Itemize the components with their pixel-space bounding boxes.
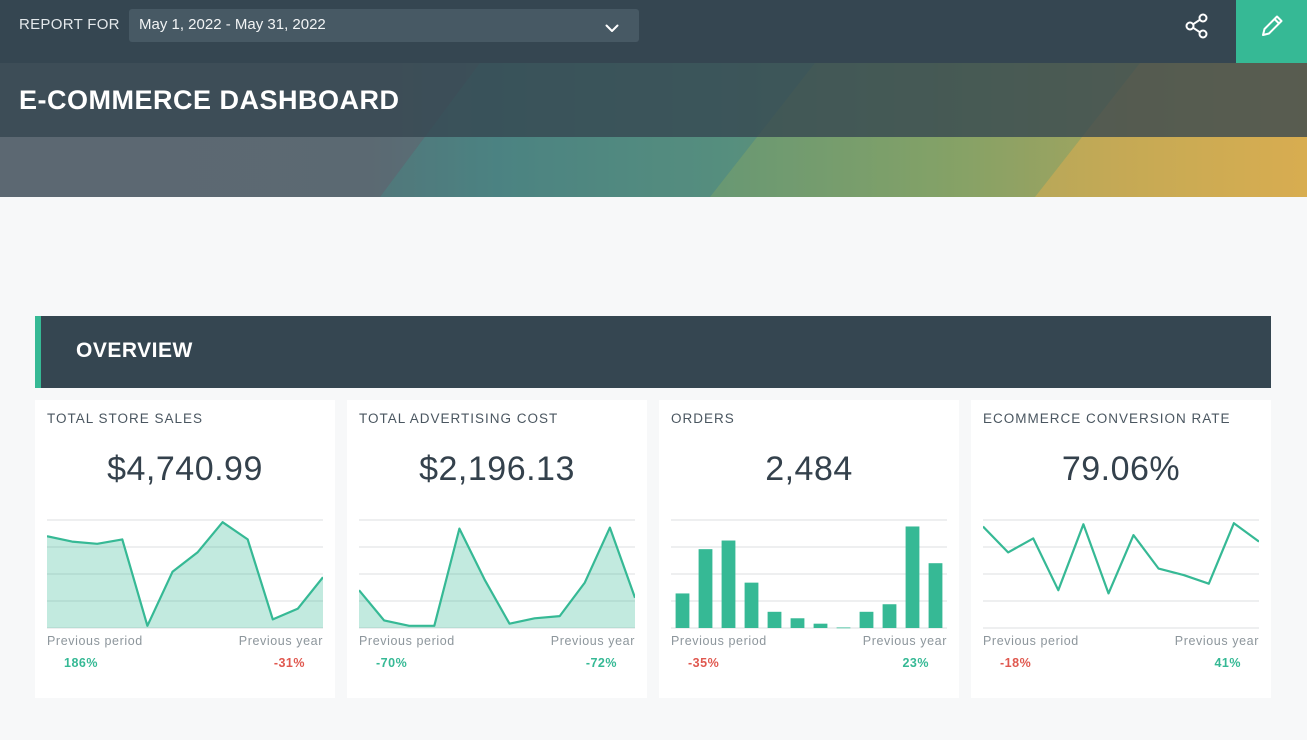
chevron-down-icon	[605, 20, 619, 37]
previous-period-label: Previous period	[359, 634, 455, 648]
bar	[790, 618, 805, 628]
previous-year-value: 23%	[902, 656, 929, 670]
previous-year-label: Previous year	[238, 634, 323, 648]
card-value: 2,484	[765, 450, 853, 488]
top-bar: REPORT FOR May 1, 2022 - May 31, 2022	[0, 0, 1307, 63]
previous-year-value: -72%	[585, 656, 617, 670]
series-line	[359, 526, 635, 627]
card-value: 79.06%	[1061, 450, 1181, 488]
bar	[813, 623, 828, 628]
edit-button[interactable]	[1236, 0, 1307, 63]
card-orders: ORDERS 2,484 Previous period Previous ye…	[659, 400, 959, 698]
card-value: $2,196.13	[419, 450, 575, 488]
advertising-cost-chart	[359, 519, 635, 629]
area-fill	[359, 527, 635, 628]
previous-period-label: Previous period	[983, 634, 1079, 648]
conversion-rate-chart	[983, 519, 1259, 629]
previous-period-value: -18%	[1000, 656, 1032, 670]
area-fill	[47, 522, 323, 628]
series-line	[47, 521, 323, 627]
card-total-store-sales: TOTAL STORE SALES $4,740.99 Previous per…	[35, 400, 335, 698]
bar	[859, 611, 874, 628]
bar	[928, 563, 943, 628]
card-value: $4,740.99	[107, 450, 263, 488]
previous-period-label: Previous period	[671, 634, 767, 648]
bar	[767, 611, 782, 628]
card-title: ECOMMERCE CONVERSION RATE	[983, 411, 1231, 426]
store-sales-chart	[47, 519, 323, 629]
previous-period-value: -35%	[688, 656, 720, 670]
card-title: TOTAL ADVERTISING COST	[359, 411, 559, 426]
date-range-value: May 1, 2022 - May 31, 2022	[139, 16, 326, 33]
share-icon	[1183, 13, 1211, 44]
previous-year-value: -31%	[273, 656, 305, 670]
previous-period-value: -70%	[376, 656, 408, 670]
bar	[744, 582, 759, 628]
card-total-advertising-cost: TOTAL ADVERTISING COST $2,196.13 Previou…	[347, 400, 647, 698]
series-line	[983, 522, 1259, 595]
page-title: E-COMMERCE DASHBOARD	[19, 85, 400, 115]
date-range-select[interactable]: May 1, 2022 - May 31, 2022	[129, 9, 639, 42]
previous-period-value: 186%	[64, 656, 98, 670]
previous-year-label: Previous year	[550, 634, 635, 648]
hero-title-band	[0, 63, 1307, 137]
card-ecommerce-conversion-rate: ECOMMERCE CONVERSION RATE 79.06% Previou…	[971, 400, 1271, 698]
report-for-label: REPORT FOR	[19, 16, 120, 33]
section-header-overview: OVERVIEW	[35, 316, 1271, 388]
hero-banner: E-COMMERCE DASHBOARD	[0, 63, 1307, 197]
bar	[905, 526, 920, 628]
bar	[698, 549, 713, 628]
section-title: OVERVIEW	[76, 339, 193, 362]
orders-chart	[671, 519, 947, 629]
previous-year-label: Previous year	[862, 634, 947, 648]
card-title: TOTAL STORE SALES	[47, 411, 204, 426]
bar	[675, 593, 690, 628]
bar	[836, 627, 851, 629]
previous-year-value: 41%	[1214, 656, 1241, 670]
share-button[interactable]	[1183, 12, 1211, 40]
bar	[721, 540, 736, 628]
previous-year-label: Previous year	[1174, 634, 1259, 648]
previous-period-label: Previous period	[47, 634, 143, 648]
bar	[882, 604, 897, 628]
card-title: ORDERS	[671, 411, 735, 426]
